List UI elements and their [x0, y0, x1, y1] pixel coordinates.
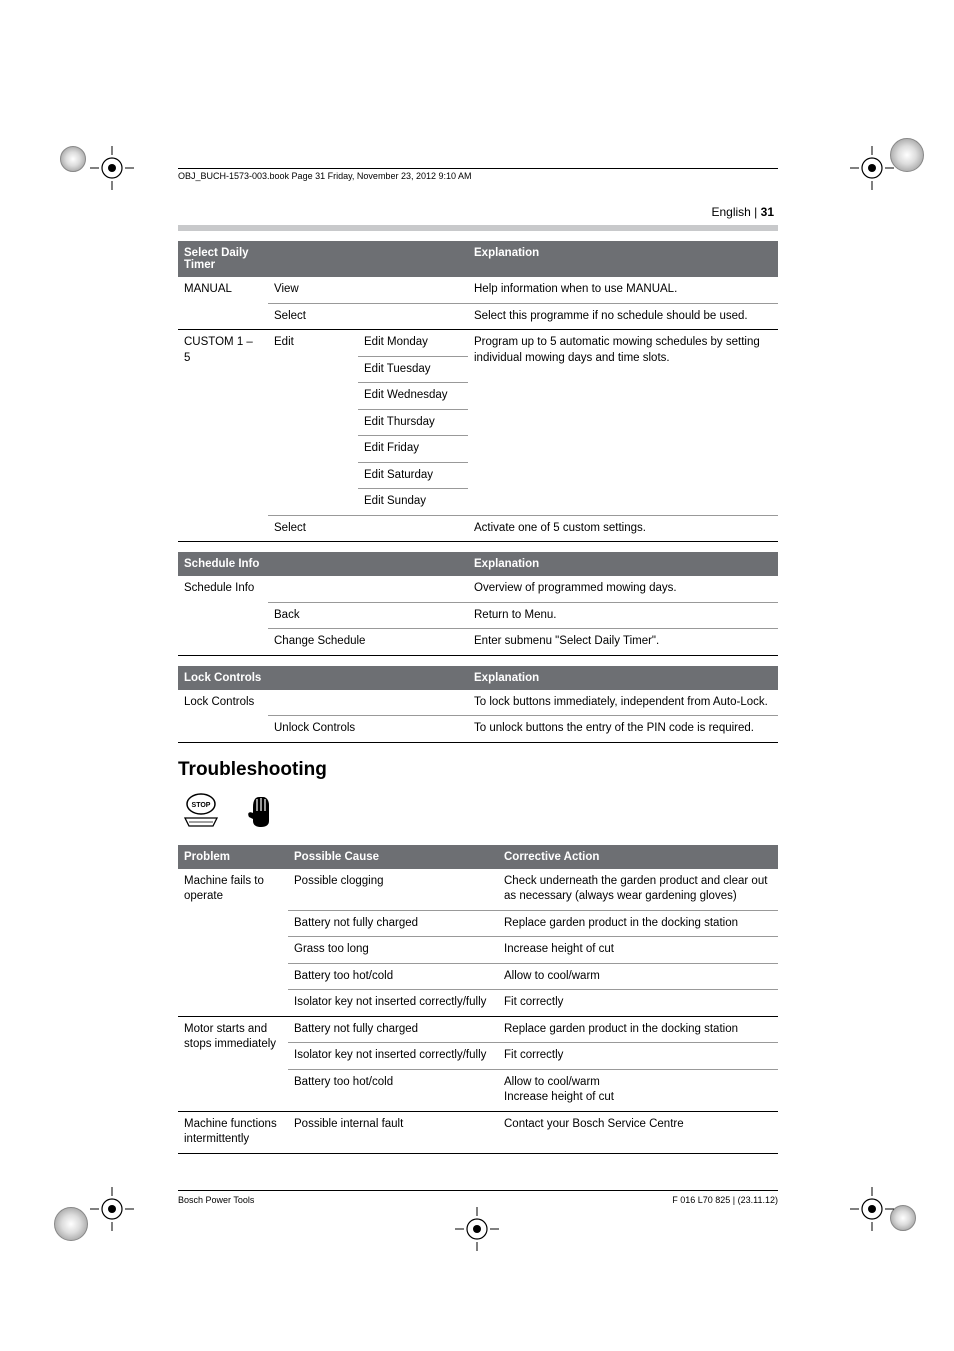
td: Select — [268, 515, 468, 542]
td: Contact your Bosch Service Centre — [498, 1111, 778, 1153]
td: MANUAL — [178, 277, 268, 330]
icons-row: STOP — [178, 791, 778, 831]
td: Battery too hot/cold — [288, 1069, 498, 1111]
troubleshooting-title: Troubleshooting — [178, 759, 778, 781]
td: To lock buttons immediately, independent… — [468, 690, 778, 716]
td: Edit Saturday — [358, 462, 468, 489]
th — [268, 666, 468, 690]
crop-mark — [455, 1207, 499, 1251]
td: Edit Wednesday — [358, 383, 468, 410]
td: Help information when to use MANUAL. — [468, 277, 778, 303]
footer: Bosch Power Tools F 016 L70 825 | (23.11… — [178, 1190, 778, 1205]
td: Enter submenu "Select Daily Timer". — [468, 629, 778, 656]
td: Unlock Controls — [268, 716, 468, 743]
troubleshooting-table: Problem Possible Cause Corrective Action… — [178, 845, 778, 1154]
td — [268, 690, 468, 716]
th — [268, 552, 468, 576]
corner-gear — [54, 1207, 88, 1241]
td: Grass too long — [288, 937, 498, 964]
td: Fit correctly — [498, 1043, 778, 1070]
stop-icon: STOP — [178, 791, 224, 831]
td: Lock Controls — [178, 690, 268, 743]
td: Allow to cool/warm Increase height of cu… — [498, 1069, 778, 1111]
td: Select this programme if no schedule sho… — [468, 303, 778, 330]
th: Schedule Info — [178, 552, 268, 576]
td: To unlock buttons the entry of the PIN c… — [468, 716, 778, 743]
td: Edit Tuesday — [358, 356, 468, 383]
td: Overview of programmed mowing days. — [468, 576, 778, 602]
footer-left: Bosch Power Tools — [178, 1195, 254, 1205]
th: Corrective Action — [498, 845, 778, 869]
td: Replace garden product in the docking st… — [498, 1016, 778, 1043]
td: Return to Menu. — [468, 602, 778, 629]
td: Increase height of cut — [498, 937, 778, 964]
td: Possible clogging — [288, 869, 498, 911]
td: View — [268, 277, 468, 303]
td: Schedule Info — [178, 576, 268, 655]
td: Isolator key not inserted correctly/full… — [288, 1043, 498, 1070]
td: Machine fails to operate — [178, 869, 288, 1017]
td: Battery not fully charged — [288, 910, 498, 937]
th: Explanation — [468, 552, 778, 576]
td: Machine functions intermittently — [178, 1111, 288, 1153]
select-daily-timer-table: Select Daily Timer Explanation MANUAL Vi… — [178, 241, 778, 542]
crop-mark — [850, 1187, 894, 1231]
td: Check underneath the garden product and … — [498, 869, 778, 911]
page-lang: English — [711, 205, 750, 219]
td: Back — [268, 602, 468, 629]
td: Edit Sunday — [358, 489, 468, 516]
td: Edit Monday — [358, 330, 468, 357]
td: Battery too hot/cold — [288, 963, 498, 990]
th: Lock Controls — [178, 666, 268, 690]
page-num: 31 — [761, 205, 774, 219]
th — [268, 241, 358, 277]
th — [358, 241, 468, 277]
th: Explanation — [468, 241, 778, 277]
corner-gear — [60, 146, 86, 172]
gray-band — [178, 225, 778, 231]
td: Allow to cool/warm — [498, 963, 778, 990]
td: Change Schedule — [268, 629, 468, 656]
gloves-icon — [238, 791, 284, 831]
td: Isolator key not inserted correctly/full… — [288, 990, 498, 1017]
crop-mark — [90, 146, 134, 190]
td: Motor starts and stops immediately — [178, 1016, 288, 1111]
td: Replace garden product in the docking st… — [498, 910, 778, 937]
td: Program up to 5 automatic mowing schedul… — [468, 330, 778, 516]
corner-gear — [890, 138, 924, 172]
td: Fit correctly — [498, 990, 778, 1017]
book-header: OBJ_BUCH-1573-003.book Page 31 Friday, N… — [178, 168, 778, 181]
td: Edit Friday — [358, 436, 468, 463]
footer-right: F 016 L70 825 | (23.11.12) — [672, 1195, 778, 1205]
page-content: OBJ_BUCH-1573-003.book Page 31 Friday, N… — [178, 168, 778, 1205]
th: Explanation — [468, 666, 778, 690]
td: Battery not fully charged — [288, 1016, 498, 1043]
page-head: English | 31 — [178, 205, 778, 219]
td: Possible internal fault — [288, 1111, 498, 1153]
lock-controls-table: Lock Controls Explanation Lock Controls … — [178, 666, 778, 743]
th: Possible Cause — [288, 845, 498, 869]
td — [268, 576, 468, 602]
td: Select — [268, 303, 468, 330]
td: Activate one of 5 custom settings. — [468, 515, 778, 542]
crop-mark — [850, 146, 894, 190]
th: Select Daily Timer — [178, 241, 268, 277]
th: Problem — [178, 845, 288, 869]
svg-text:STOP: STOP — [192, 802, 211, 809]
crop-mark — [90, 1187, 134, 1231]
td: CUSTOM 1 – 5 — [178, 330, 268, 542]
td: Edit Thursday — [358, 409, 468, 436]
schedule-info-table: Schedule Info Explanation Schedule Info … — [178, 552, 778, 656]
td: Edit — [268, 330, 358, 516]
